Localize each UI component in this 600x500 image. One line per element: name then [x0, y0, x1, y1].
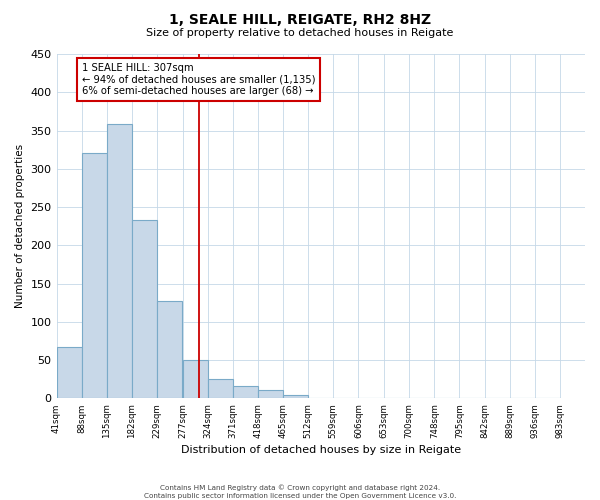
Bar [283, 396, 308, 398]
Bar [82, 154, 107, 398]
Bar [208, 379, 233, 398]
Bar [107, 124, 132, 398]
Text: 1 SEALE HILL: 307sqm
← 94% of detached houses are smaller (1,135)
6% of semi-det: 1 SEALE HILL: 307sqm ← 94% of detached h… [82, 63, 315, 96]
Bar [258, 390, 283, 398]
Bar [233, 386, 258, 398]
Text: 1, SEALE HILL, REIGATE, RH2 8HZ: 1, SEALE HILL, REIGATE, RH2 8HZ [169, 12, 431, 26]
Text: Contains HM Land Registry data © Crown copyright and database right 2024.: Contains HM Land Registry data © Crown c… [160, 484, 440, 491]
Y-axis label: Number of detached properties: Number of detached properties [15, 144, 25, 308]
Text: Size of property relative to detached houses in Reigate: Size of property relative to detached ho… [146, 28, 454, 38]
Bar [182, 360, 208, 399]
X-axis label: Distribution of detached houses by size in Reigate: Distribution of detached houses by size … [181, 445, 461, 455]
Bar [157, 301, 182, 398]
Bar [132, 220, 157, 398]
Text: Contains public sector information licensed under the Open Government Licence v3: Contains public sector information licen… [144, 493, 456, 499]
Bar [56, 347, 82, 399]
